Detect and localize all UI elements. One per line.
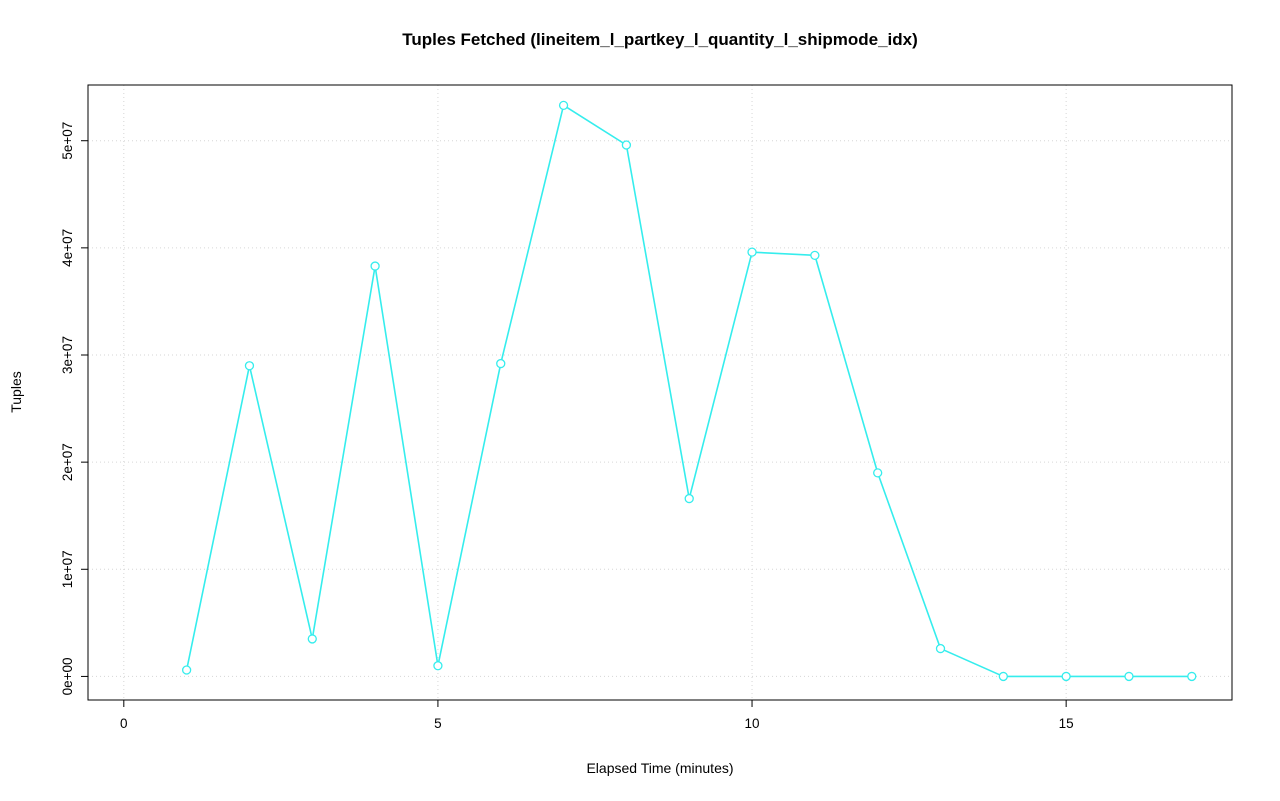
data-point [433,661,443,671]
data-point [1061,671,1071,682]
data-point [1187,671,1197,682]
data-point [935,643,946,654]
y-tick-label: 5e+07 [60,122,75,160]
data-point [1124,671,1134,682]
x-tick-label: 0 [120,716,128,731]
y-tick-label: 4e+07 [60,229,75,267]
y-tick-label: 1e+07 [60,550,75,588]
data-point [370,261,380,271]
x-tick-label: 15 [1059,716,1074,731]
data-point [244,361,255,371]
data-point [621,140,632,150]
data-point [998,671,1008,682]
data-point [496,358,506,369]
x-axis-label: Elapsed Time (minutes) [586,760,734,776]
chart-title: Tuples Fetched (lineitem_l_partkey_l_qua… [402,30,918,49]
data-line [185,104,1193,678]
data-point [307,634,317,644]
y-tick-label: 2e+07 [60,443,75,481]
data-point [558,100,569,111]
data-point [810,250,820,261]
data-point [181,665,192,675]
data-point [873,468,883,478]
plot-border [87,84,1233,701]
y-tick-label: 3e+07 [60,336,75,374]
x-tick-label: 5 [434,716,442,731]
data-point [684,493,694,504]
y-tick-label: 0e+00 [60,657,75,695]
data-point [747,247,757,257]
x-tick-label: 10 [745,716,760,731]
